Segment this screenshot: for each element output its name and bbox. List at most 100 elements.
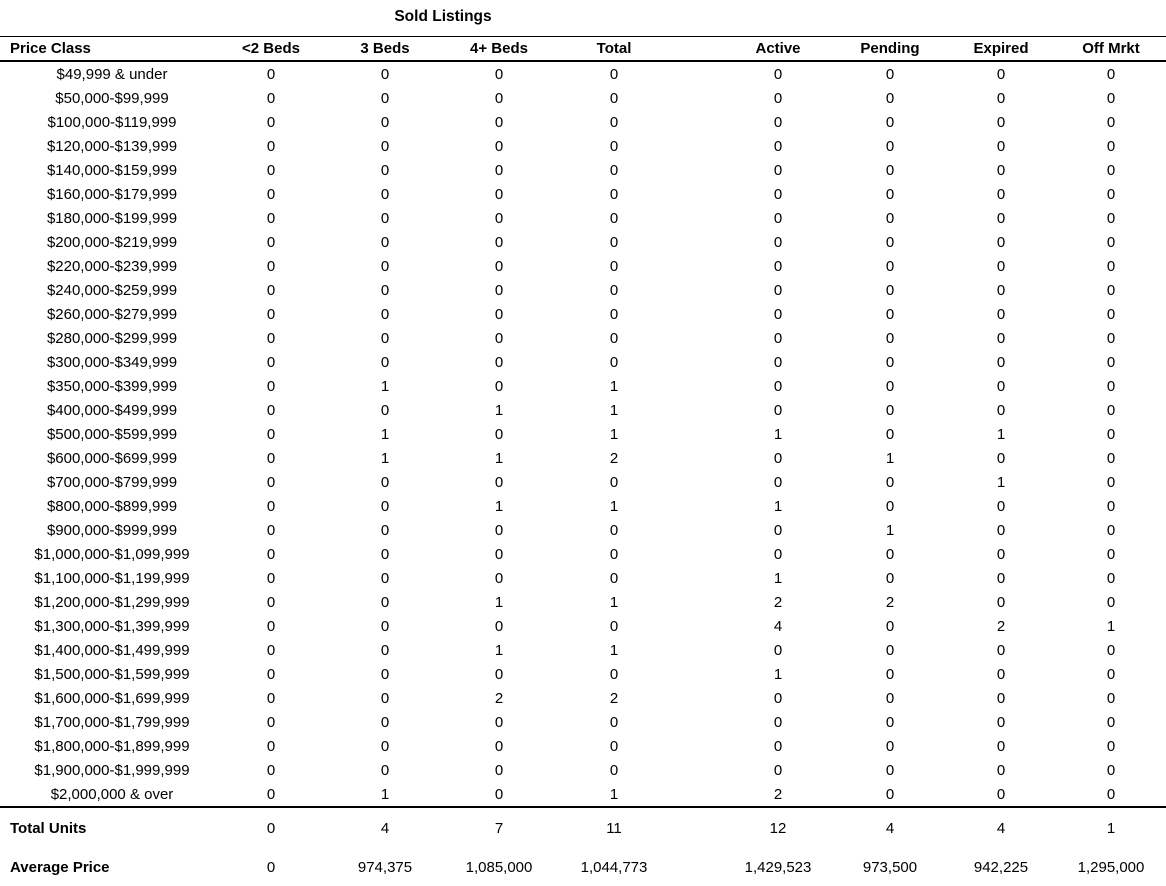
value-cell: 0 (885, 161, 895, 179)
value-cell: 0 (773, 473, 783, 491)
value-cell: 0 (609, 545, 619, 563)
value-cell: 0 (1106, 641, 1116, 659)
value-cell: 0 (380, 737, 390, 755)
value-cell: 1 (494, 497, 504, 515)
value-cell: 0 (380, 233, 390, 251)
value-cell: 0 (1106, 113, 1116, 131)
gap-cell (672, 422, 722, 446)
value-cell: 0 (996, 233, 1006, 251)
value-cell: 0 (885, 185, 895, 203)
value-cell: 0 (996, 401, 1006, 419)
value-cell: 4 (946, 806, 1056, 848)
value-cell: 0 (996, 137, 1006, 155)
value-cell: 1 (609, 377, 619, 395)
value-cell: 1 (609, 425, 619, 443)
value-cell: 0 (996, 353, 1006, 371)
value-cell: 0 (266, 641, 276, 659)
column-header-off-mrkt: Off Mrkt (1056, 36, 1166, 62)
value-cell: 0 (380, 305, 390, 323)
value-cell: 0 (773, 257, 783, 275)
value-cell: 0 (380, 569, 390, 587)
value-cell: 1,085,000 (442, 848, 556, 886)
row-label-cell: $260,000-$279,999 (46, 305, 178, 323)
value-cell: 0 (1106, 689, 1116, 707)
value-cell: 0 (494, 257, 504, 275)
gap-cell (672, 782, 722, 807)
row-label-cell: $120,000-$139,999 (46, 137, 178, 155)
value-cell: 0 (996, 281, 1006, 299)
totals-body: Total Units 0 4 7 11 12 4 4 1 Average Price 0 974,3… (0, 806, 1166, 886)
row-label-cell: $700,000-$799,999 (46, 473, 178, 491)
value-cell: 0 (1106, 161, 1116, 179)
price-row: $240,000-$259,999 0 0 0 0 0 0 0 0 (0, 278, 1166, 302)
value-cell: 0 (380, 113, 390, 131)
value-cell: 0 (1106, 377, 1116, 395)
value-cell: 0 (380, 89, 390, 107)
value-cell: 2 (773, 785, 783, 803)
value-cell: 0 (266, 89, 276, 107)
value-cell: 0 (885, 305, 895, 323)
value-cell: 0 (266, 65, 276, 83)
value-cell: 1 (494, 449, 504, 467)
value-cell: 0 (380, 65, 390, 83)
value-cell: 0 (380, 521, 390, 539)
value-cell: 0 (494, 329, 504, 347)
value-cell: 0 (996, 257, 1006, 275)
gap-cell (672, 590, 722, 614)
value-cell: 0 (996, 65, 1006, 83)
value-cell: 0 (494, 353, 504, 371)
value-cell: 1 (1056, 806, 1166, 848)
value-cell: 0 (885, 665, 895, 683)
price-row: $1,700,000-$1,799,999 0 0 0 0 0 0 0 0 (0, 710, 1166, 734)
value-cell: 1 (494, 641, 504, 659)
value-cell: 0 (996, 593, 1006, 611)
gap-cell (672, 470, 722, 494)
value-cell: 0 (996, 185, 1006, 203)
value-cell: 0 (494, 89, 504, 107)
price-row: $300,000-$349,999 0 0 0 0 0 0 0 0 (0, 350, 1166, 374)
gap-cell (672, 134, 722, 158)
value-cell: 0 (494, 521, 504, 539)
value-cell: 0 (885, 545, 895, 563)
row-label-cell: Total Units (0, 806, 214, 848)
gap-cell (672, 302, 722, 326)
value-cell: 0 (1106, 761, 1116, 779)
value-cell: 0 (494, 473, 504, 491)
gap-cell (672, 662, 722, 686)
value-cell: 0 (885, 761, 895, 779)
value-cell: 0 (266, 665, 276, 683)
value-cell: 0 (773, 305, 783, 323)
value-cell: 0 (996, 785, 1006, 803)
gap-cell (672, 734, 722, 758)
value-cell: 1 (773, 497, 783, 515)
value-cell: 0 (494, 377, 504, 395)
gap-cell (672, 158, 722, 182)
row-label-cell: $400,000-$499,999 (46, 401, 178, 419)
gap-cell (672, 374, 722, 398)
row-label-cell: $1,000,000-$1,099,999 (34, 545, 190, 563)
value-cell: 0 (773, 65, 783, 83)
value-cell: 0 (1106, 737, 1116, 755)
value-cell: 0 (266, 353, 276, 371)
column-header-row: Price Class <2 Beds 3 Beds 4+ Beds Total… (0, 36, 1166, 62)
value-cell: 0 (1106, 545, 1116, 563)
value-cell: 0 (214, 806, 328, 848)
value-cell: 0 (996, 569, 1006, 587)
value-cell: 0 (609, 329, 619, 347)
value-cell: 0 (266, 449, 276, 467)
price-row: $500,000-$599,999 0 1 0 1 1 0 1 0 (0, 422, 1166, 446)
price-row: $200,000-$219,999 0 0 0 0 0 0 0 0 (0, 230, 1166, 254)
value-cell: 0 (1106, 593, 1116, 611)
value-cell: 0 (773, 185, 783, 203)
value-cell: 0 (609, 161, 619, 179)
row-label-cell: $900,000-$999,999 (46, 521, 178, 539)
value-cell: 0 (885, 89, 895, 107)
price-row: $280,000-$299,999 0 0 0 0 0 0 0 0 (0, 326, 1166, 350)
value-cell: 1,429,523 (722, 848, 834, 886)
value-cell: 0 (773, 641, 783, 659)
value-cell: 1 (609, 641, 619, 659)
column-header-price-class: Price Class (0, 36, 214, 62)
value-cell: 2 (885, 593, 895, 611)
value-cell: 0 (885, 329, 895, 347)
price-row: $1,400,000-$1,499,999 0 0 1 1 0 0 0 0 (0, 638, 1166, 662)
